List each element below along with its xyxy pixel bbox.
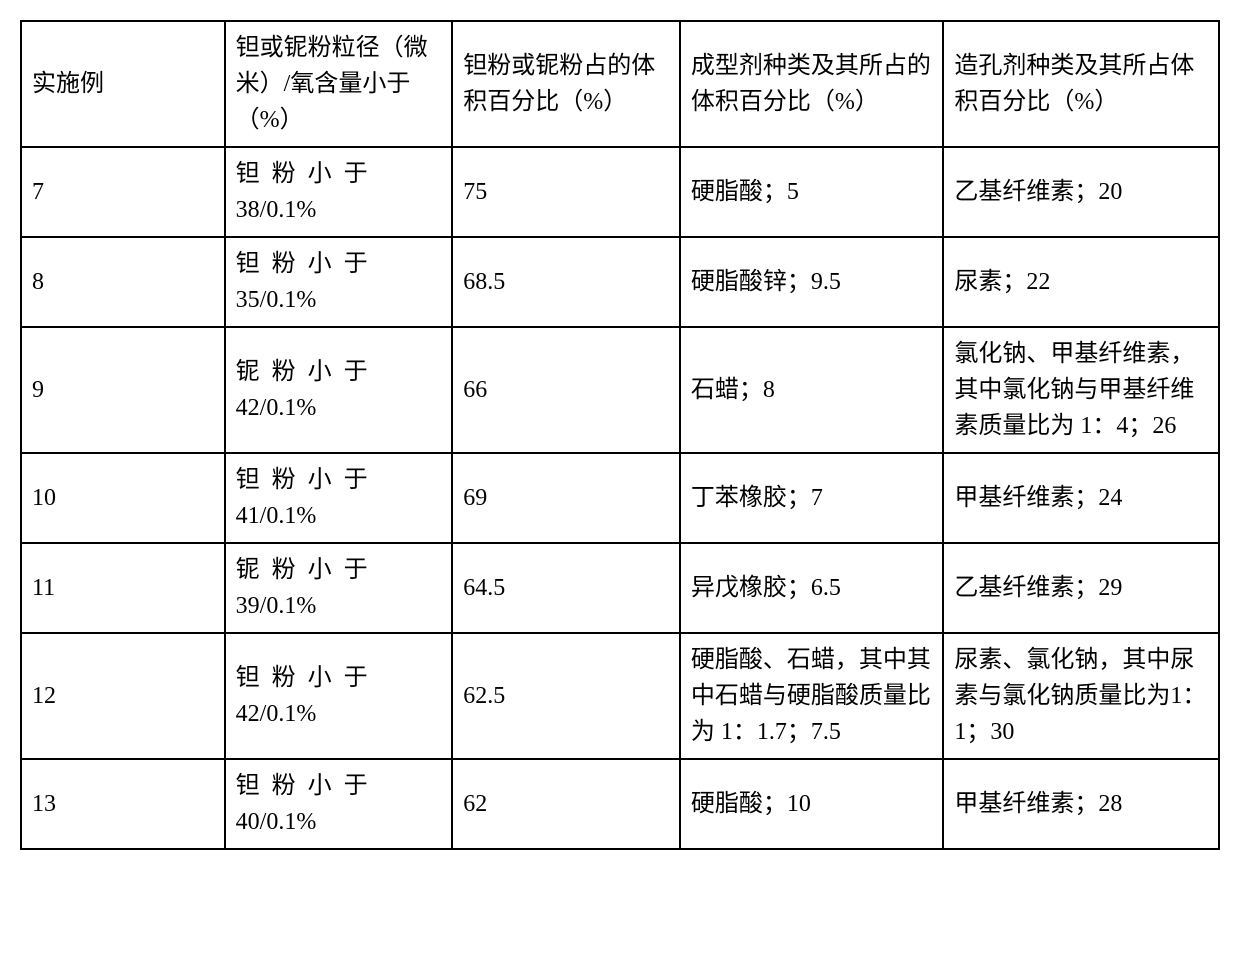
table-row: 9 铌粉小于42/0.1% 66 石蜡；8 氯化钠、甲基纤维素，其中氯化钠与甲基…: [21, 327, 1219, 453]
table-row: 11 铌粉小于39/0.1% 64.5 异戊橡胶；6.5 乙基纤维素；29: [21, 543, 1219, 633]
cell-particle: 铌粉小于39/0.1%: [225, 543, 453, 633]
table-row: 10 钽粉小于41/0.1% 69 丁苯橡胶；7 甲基纤维素；24: [21, 453, 1219, 543]
cell-pore: 甲基纤维素；24: [943, 453, 1219, 543]
header-forming-agent: 成型剂种类及其所占的体积百分比（%）: [680, 21, 944, 147]
data-table: 实施例 钽或铌粉粒径（微米）/氧含量小于（%） 钽粉或铌粉占的体积百分比（%） …: [20, 20, 1220, 850]
cell-particle: 钽粉小于40/0.1%: [225, 759, 453, 849]
cell-example: 13: [21, 759, 225, 849]
cell-forming: 硬脂酸；5: [680, 147, 944, 237]
cell-volume: 69: [452, 453, 680, 543]
cell-volume: 64.5: [452, 543, 680, 633]
cell-pore: 甲基纤维素；28: [943, 759, 1219, 849]
cell-forming: 硬脂酸、石蜡，其中其中石蜡与硬脂酸质量比为 1：1.7；7.5: [680, 633, 944, 759]
cell-forming: 异戊橡胶；6.5: [680, 543, 944, 633]
header-example: 实施例: [21, 21, 225, 147]
table-row: 12 钽粉小于42/0.1% 62.5 硬脂酸、石蜡，其中其中石蜡与硬脂酸质量比…: [21, 633, 1219, 759]
cell-particle: 铌粉小于42/0.1%: [225, 327, 453, 453]
cell-volume: 66: [452, 327, 680, 453]
cell-pore: 乙基纤维素；20: [943, 147, 1219, 237]
cell-particle: 钽粉小于38/0.1%: [225, 147, 453, 237]
cell-volume: 68.5: [452, 237, 680, 327]
table-row: 8 钽粉小于35/0.1% 68.5 硬脂酸锌；9.5 尿素；22: [21, 237, 1219, 327]
cell-volume: 62.5: [452, 633, 680, 759]
cell-particle: 钽粉小于42/0.1%: [225, 633, 453, 759]
cell-example: 10: [21, 453, 225, 543]
table-row: 7 钽粉小于38/0.1% 75 硬脂酸；5 乙基纤维素；20: [21, 147, 1219, 237]
header-volume-pct: 钽粉或铌粉占的体积百分比（%）: [452, 21, 680, 147]
cell-forming: 硬脂酸；10: [680, 759, 944, 849]
cell-example: 7: [21, 147, 225, 237]
cell-example: 9: [21, 327, 225, 453]
table-row: 13 钽粉小于40/0.1% 62 硬脂酸；10 甲基纤维素；28: [21, 759, 1219, 849]
cell-forming: 丁苯橡胶；7: [680, 453, 944, 543]
cell-volume: 75: [452, 147, 680, 237]
cell-example: 11: [21, 543, 225, 633]
header-pore-agent: 造孔剂种类及其所占体积百分比（%）: [943, 21, 1219, 147]
cell-volume: 62: [452, 759, 680, 849]
table-container: 实施例 钽或铌粉粒径（微米）/氧含量小于（%） 钽粉或铌粉占的体积百分比（%） …: [20, 20, 1220, 850]
cell-forming: 石蜡；8: [680, 327, 944, 453]
cell-forming: 硬脂酸锌；9.5: [680, 237, 944, 327]
cell-example: 12: [21, 633, 225, 759]
cell-example: 8: [21, 237, 225, 327]
cell-particle: 钽粉小于35/0.1%: [225, 237, 453, 327]
cell-pore: 尿素；22: [943, 237, 1219, 327]
header-particle-size: 钽或铌粉粒径（微米）/氧含量小于（%）: [225, 21, 453, 147]
table-header-row: 实施例 钽或铌粉粒径（微米）/氧含量小于（%） 钽粉或铌粉占的体积百分比（%） …: [21, 21, 1219, 147]
cell-particle: 钽粉小于41/0.1%: [225, 453, 453, 543]
cell-pore: 尿素、氯化钠，其中尿素与氯化钠质量比为1：1；30: [943, 633, 1219, 759]
cell-pore: 氯化钠、甲基纤维素，其中氯化钠与甲基纤维素质量比为 1：4；26: [943, 327, 1219, 453]
cell-pore: 乙基纤维素；29: [943, 543, 1219, 633]
